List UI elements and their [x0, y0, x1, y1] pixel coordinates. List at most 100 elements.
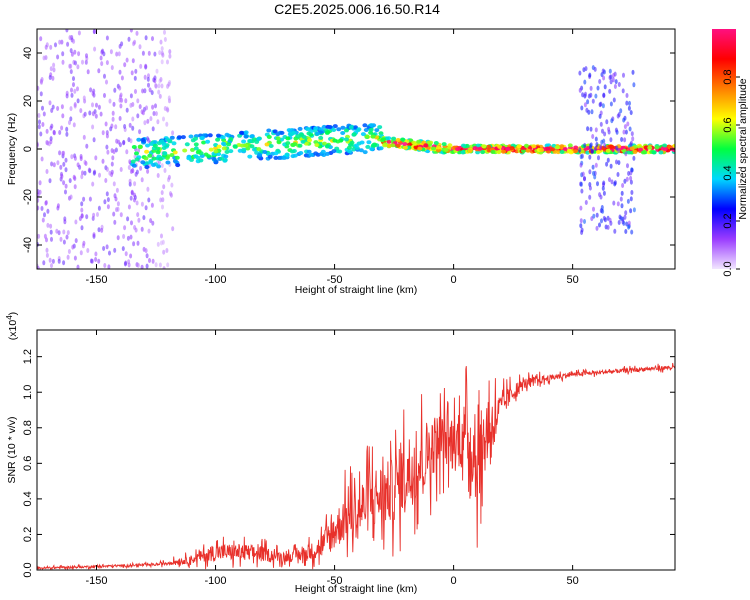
spectrogram-cell — [163, 37, 167, 42]
spectrogram-cell — [610, 118, 614, 124]
spectrogram-cell — [156, 119, 160, 125]
spectrogram-cell — [131, 145, 137, 149]
spectrogram-cell — [133, 195, 137, 200]
spectrogram-cell — [215, 137, 221, 142]
spectrogram-cell — [84, 161, 88, 166]
spectrogram-cell — [586, 99, 590, 105]
spectrogram-cell — [305, 127, 311, 132]
spectrogram-cell — [52, 67, 56, 73]
spectrogram-cell — [223, 154, 229, 159]
spectrogram-cell — [603, 143, 607, 148]
spectrogram-cell — [601, 68, 605, 74]
spectrogram-x-label: Height of straight line (km) — [295, 284, 418, 296]
spectrogram-cell — [616, 113, 620, 119]
spectrogram-cell — [149, 116, 153, 122]
spectrogram-cell — [193, 154, 199, 159]
spectrogram-cell — [156, 173, 160, 178]
spectrogram-cell — [630, 229, 634, 235]
spectrogram-cell — [94, 257, 98, 262]
x-tick-label: -50 — [327, 575, 343, 587]
spectrogram-cell — [151, 104, 155, 110]
y-tick-label: 0.8 — [22, 420, 34, 435]
spectrogram-cell — [313, 126, 319, 131]
spectrogram-cell — [567, 143, 573, 148]
spectrogram-cell — [94, 155, 98, 161]
spectrogram-cell — [180, 135, 186, 140]
spectrogram-cell — [609, 220, 613, 226]
spectrogram-cell — [406, 142, 412, 147]
spectrogram-cell — [138, 129, 142, 135]
spectrogram-cell — [148, 87, 152, 93]
spectrogram-cell — [97, 205, 101, 211]
spectrogram-cell — [158, 262, 162, 268]
spectrogram-cell — [390, 143, 396, 148]
spectrogram-cell — [613, 180, 617, 186]
spectrogram-cell — [66, 230, 70, 236]
spectrogram-cell — [151, 36, 154, 42]
spectrogram-cell — [602, 75, 606, 81]
spectrogram-cell — [91, 124, 95, 130]
spectrogram-cell — [129, 234, 133, 240]
spectrogram-cell — [155, 150, 161, 155]
spectrogram-cell — [365, 144, 371, 149]
spectrogram-cell — [139, 63, 143, 69]
x-tick-label: -150 — [85, 274, 107, 286]
spectrogram-cell — [68, 120, 71, 126]
spectrogram-cell — [584, 91, 587, 97]
spectrogram-cell — [105, 144, 109, 150]
spectrogram-cell — [62, 229, 66, 235]
spectrogram-cell — [416, 139, 422, 144]
spectrogram-cell — [249, 134, 255, 139]
spectrogram-cell — [273, 155, 279, 160]
spectrogram-cell — [337, 149, 343, 154]
spectrogram-cell — [128, 178, 132, 184]
spectrogram-cell — [207, 133, 213, 138]
spectrogram-cell — [129, 169, 133, 174]
spectrogram-cell — [73, 49, 77, 55]
spectrogram-cell — [135, 200, 139, 206]
spectrogram-cell — [243, 130, 249, 135]
spectrogram-cell — [44, 200, 48, 206]
spectrogram-cell — [45, 128, 49, 134]
spectrogram-cell — [340, 125, 346, 130]
spectrogram-cell — [472, 146, 478, 151]
spectrogram-cell — [138, 104, 142, 110]
spectrogram-cell — [592, 213, 596, 219]
spectrogram-cell — [160, 233, 163, 239]
spectrogram-cell — [609, 144, 615, 149]
y-tick-label: -20 — [22, 189, 34, 205]
spectrogram-cell — [626, 121, 630, 127]
spectrogram-cell — [629, 110, 633, 116]
snr-frame — [36, 329, 676, 571]
spectrogram-cell — [353, 143, 359, 148]
spectrogram-cell — [167, 95, 171, 101]
spectrogram-cell — [266, 128, 272, 133]
spectrogram-cell — [595, 212, 599, 218]
spectrogram-cell — [157, 89, 161, 95]
spectrogram-cell — [153, 51, 157, 57]
spectrogram-cell — [578, 70, 582, 76]
spectrogram-cell — [662, 147, 668, 152]
spectrogram-cell — [65, 29, 69, 33]
spectrogram-cell — [144, 205, 148, 211]
spectrogram-cell — [79, 250, 83, 256]
spectrogram-cell — [159, 39, 163, 45]
spectrogram-cell — [481, 144, 487, 149]
spectrogram-cell — [299, 132, 305, 137]
y-tick-label: 0.0 — [22, 562, 34, 577]
spectrogram-cell — [80, 174, 84, 180]
spectrogram-cell — [154, 83, 158, 89]
spectrogram-cell — [41, 217, 45, 223]
spectrogram-cell — [83, 170, 87, 176]
spectrogram-cell — [613, 84, 617, 89]
spectrogram-cell — [165, 160, 171, 165]
spectrogram-cell — [605, 119, 609, 125]
spectrogram-cell — [170, 182, 174, 188]
spectrogram-cell — [584, 200, 588, 205]
spectrogram-cell — [104, 178, 108, 183]
spectrogram-cells — [37, 29, 675, 269]
spectrogram-cell — [588, 154, 592, 160]
spectrogram-cell — [273, 151, 279, 156]
spectrogram-cell — [49, 44, 53, 50]
spectrogram-cell — [594, 146, 598, 151]
